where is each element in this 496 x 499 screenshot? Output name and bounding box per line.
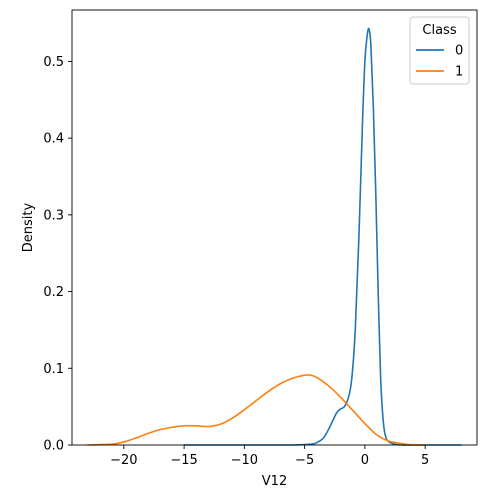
axes-layer: −20 −15 −10 −5 0 5 0.0 0.1 0.2 0.3 0.4 0.5 [43,9,478,468]
x-tick-label: 5 [421,453,429,468]
legend: Class 01 [409,16,470,85]
y-tick-label: 0.1 [43,362,64,377]
legend-label-0: 0 [455,44,463,59]
x-tick-label: 0 [361,453,369,468]
y-tick-label: 0.4 [43,132,64,147]
legend-entries: 01 [416,44,463,80]
x-tick-label: −15 [170,453,197,468]
plot-background [72,10,477,445]
x-tick-label: −10 [231,453,258,468]
y-tick-label: 0.5 [43,55,64,70]
y-tick-label: 0.3 [43,208,64,223]
legend-label-1: 1 [455,65,463,80]
y-tick-label: 0.2 [43,285,64,300]
y-tick-label: 0.0 [43,439,64,454]
x-tick-label: −5 [295,453,314,468]
legend-title: Class [422,23,456,38]
x-axis-label: V12 [262,474,287,489]
y-axis-label: Density [21,202,36,252]
series-line-1 [86,374,426,446]
plot-frame [71,9,478,446]
series-layer [86,27,463,446]
x-tick-label: −20 [110,453,137,468]
